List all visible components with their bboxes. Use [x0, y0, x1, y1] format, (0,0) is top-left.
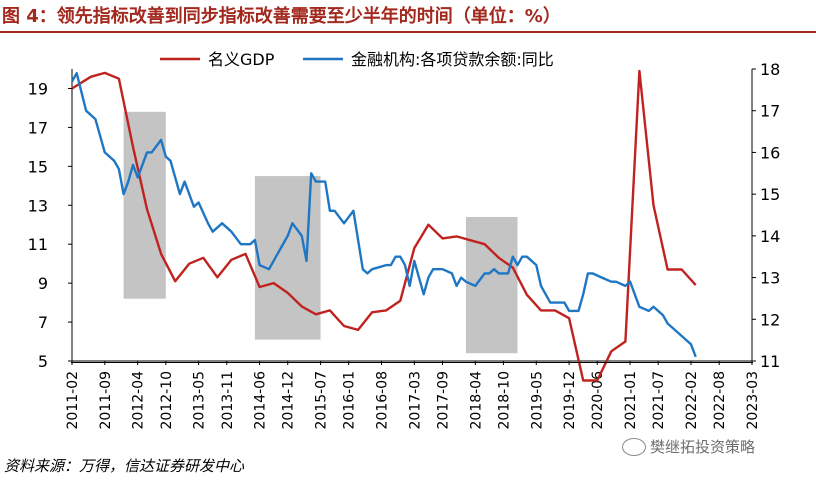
left-tick-label: 5 — [38, 352, 48, 371]
title-divider — [0, 31, 816, 33]
series-line-gdp — [71, 69, 697, 382]
x-axis-overlay — [71, 362, 753, 363]
x-tick-label: 2021-01 — [623, 371, 639, 430]
left-tick-label: 9 — [38, 274, 48, 293]
right-tick-label: 18 — [760, 60, 780, 79]
x-tick-label: 2011-02 — [65, 371, 81, 430]
x-tick-label: 2016-08 — [375, 371, 391, 430]
x-tick-label: 2011-09 — [98, 371, 114, 430]
x-tick-label: 2017-03 — [407, 371, 423, 430]
watermark: 樊继拓投资策略 — [622, 436, 755, 457]
right-tick-label: 14 — [760, 227, 780, 246]
x-tick-label: 2017-09 — [435, 371, 451, 430]
right-tick-label: 12 — [760, 310, 780, 329]
watermark-label: 樊继拓投资策略 — [650, 438, 756, 456]
left-tick-label: 7 — [38, 313, 48, 332]
wechat-icon — [622, 437, 646, 456]
left-tick-label: 13 — [28, 196, 48, 215]
x-tick-label: 2016-01 — [342, 371, 358, 430]
legend-label-gdp: 名义GDP — [208, 50, 275, 69]
left-tick-label: 15 — [28, 157, 48, 176]
x-tick-label: 2013-11 — [220, 371, 236, 430]
right-tick-label: 15 — [760, 185, 780, 204]
x-tick-label: 2012-10 — [159, 371, 175, 430]
x-tick-label: 2015-07 — [314, 371, 330, 430]
x-tick-label: 2014-06 — [253, 371, 269, 430]
legend-label-loans: 金融机构:各项贷款余额:同比 — [351, 50, 554, 69]
source-note: 资料来源：万得，信达证券研发中心 — [4, 457, 245, 475]
x-tick-label: 2018-04 — [468, 371, 484, 430]
left-tick-label: 11 — [28, 235, 48, 254]
shaded-period-1 — [123, 111, 166, 299]
x-tick-label: 2022-08 — [712, 371, 728, 430]
right-tick-label: 13 — [760, 269, 780, 288]
x-tick-label: 2014-12 — [281, 371, 297, 430]
x-tick-label: 2012-04 — [131, 371, 147, 430]
right-tick-label: 17 — [760, 102, 780, 121]
series-line-loans — [70, 72, 697, 358]
left-tick-label: 19 — [28, 79, 48, 98]
x-tick-label: 2020-06 — [590, 371, 606, 430]
right-tick-label: 16 — [760, 143, 780, 162]
x-tick-label: 2013-05 — [192, 371, 208, 430]
right-tick-label: 11 — [760, 352, 780, 371]
line-chart: 5 7 9 11 13 15 17 19 11 12 13 14 15 16 17 18 2011-02 2011… — [28, 50, 781, 430]
x-tick-label: 2023-03 — [745, 371, 761, 430]
chart-title: 图 4：领先指标改善到同步指标改善需要至少半年的时间（单位：%） — [2, 6, 561, 27]
x-tick-label: 2019-12 — [562, 371, 578, 430]
x-tick-label: 2022-02 — [684, 371, 700, 430]
x-tick-label: 2021-07 — [651, 371, 667, 430]
left-tick-label: 17 — [28, 118, 48, 137]
x-tick-label: 2019-05 — [529, 371, 545, 430]
x-tick-label: 2018-10 — [496, 371, 512, 430]
